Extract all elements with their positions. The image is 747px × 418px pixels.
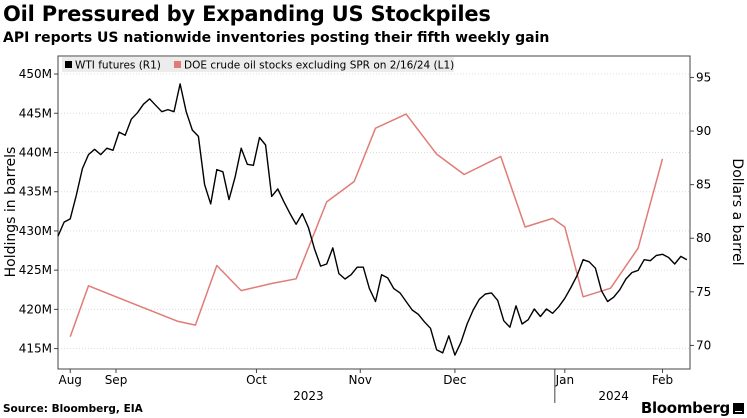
right-tick-label: 90: [696, 124, 711, 138]
x-tick-label: Dec: [443, 373, 466, 387]
x-year-label: 2024: [598, 389, 629, 403]
right-tick-label: 75: [696, 285, 711, 299]
plot-frame: [57, 55, 691, 370]
left-tick-label: 430M: [19, 224, 52, 238]
x-tick-label: Aug: [58, 373, 81, 387]
right-tick-label: 95: [696, 70, 711, 84]
legend-swatch-doe: [174, 61, 181, 68]
x-year-label: 2023: [293, 389, 324, 403]
left-axis: 415M 420M 425M 430M 435M 440M 445M 450M: [19, 67, 58, 356]
x-tick-label: Nov: [349, 373, 372, 387]
terminal-icon: [733, 403, 744, 414]
left-tick-label: 420M: [19, 302, 52, 316]
chart-legend: WTI futures (R1) DOE crude oil stocks ex…: [62, 57, 454, 72]
left-tick-label: 415M: [19, 342, 52, 356]
x-tick-label: Oct: [246, 373, 267, 387]
legend-swatch-wti: [65, 61, 72, 68]
series-line-wti-futures: [57, 83, 688, 356]
left-tick-label: 450M: [19, 67, 52, 81]
source-note: Source: Bloomberg, EIA: [3, 403, 143, 415]
right-axis: 70 75 80 85 90 95: [690, 70, 711, 352]
chart-subtitle: API reports US nationwide inventories po…: [3, 30, 550, 46]
brand-logo: Bloomberg: [640, 399, 730, 417]
right-tick-label: 85: [696, 178, 711, 192]
chart-title: Oil Pressured by Expanding US Stockpiles: [3, 2, 491, 26]
right-tick-label: 70: [696, 338, 711, 352]
x-tick-label: Jan: [555, 373, 575, 387]
series-line-doe-stocks: [69, 113, 664, 338]
series-layer: [57, 83, 688, 356]
left-axis-title: Holdings in barrels: [3, 147, 19, 278]
x-tick-label: Feb: [652, 373, 673, 387]
legend-label-doe: DOE crude oil stocks excluding SPR on 2/…: [184, 60, 454, 72]
left-tick-label: 435M: [19, 185, 52, 199]
left-tick-label: 425M: [19, 263, 52, 277]
left-tick-label: 440M: [19, 145, 52, 159]
right-axis-title: Dollars a barrel: [729, 158, 745, 265]
legend-background: [62, 57, 454, 72]
right-tick-label: 80: [696, 231, 711, 245]
gridlines: [58, 73, 690, 350]
x-tick-label: Sep: [105, 373, 128, 387]
x-axis: Aug Sep Oct Nov Dec Jan Feb 2023 2024: [58, 369, 673, 403]
legend-label-wti: WTI futures (R1): [75, 60, 161, 72]
left-tick-label: 445M: [19, 106, 52, 120]
